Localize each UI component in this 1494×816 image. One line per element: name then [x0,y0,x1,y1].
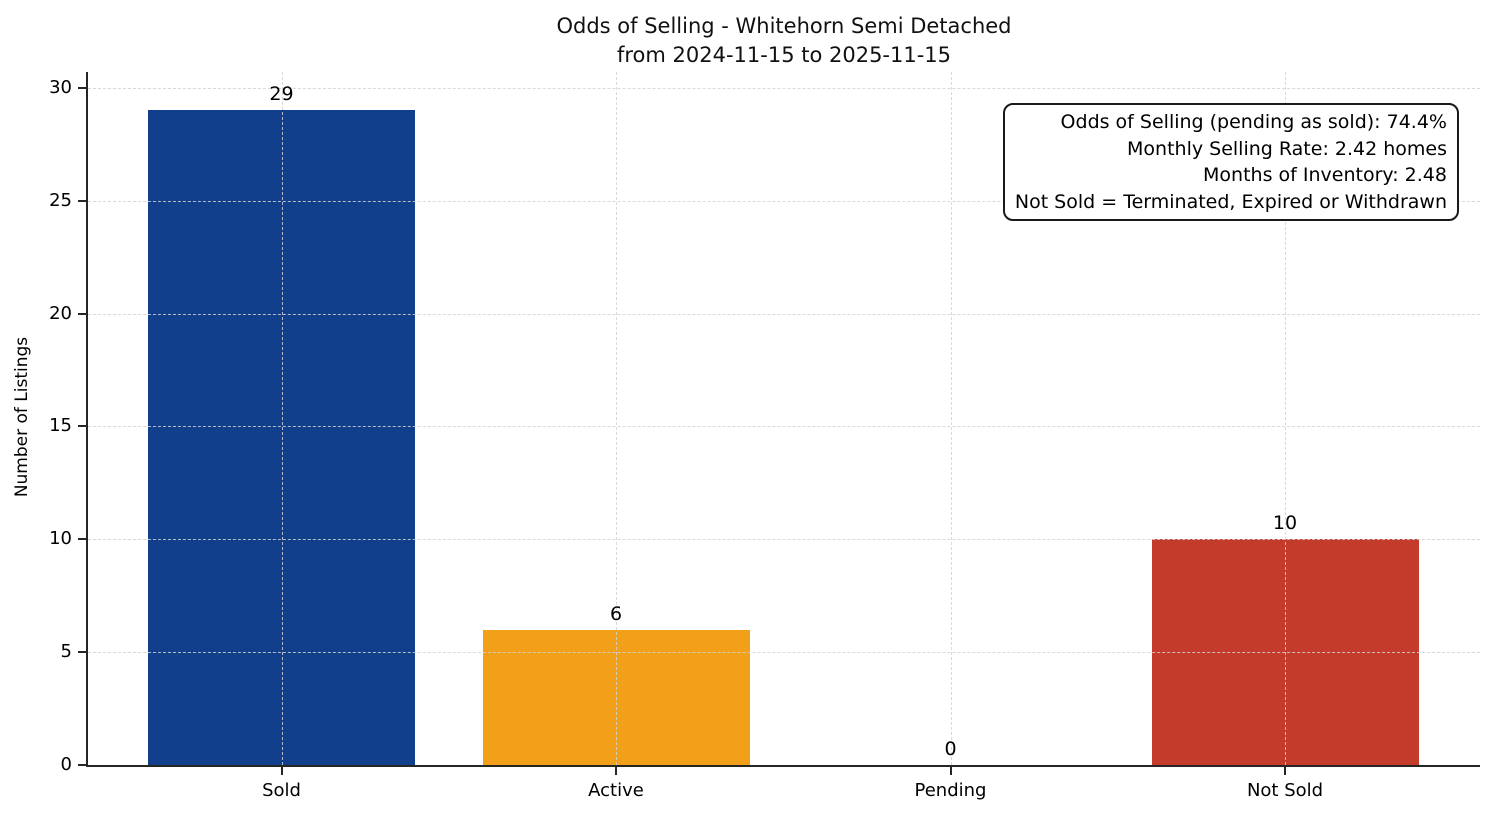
gridline-h [88,87,1480,89]
gridline-h [88,313,1480,315]
bar-value-label: 29 [269,83,294,106]
y-axis-spine [86,72,88,767]
x-tick-label: Active [588,780,644,801]
chart-title: Odds of Selling - Whitehorn Semi Detache… [88,12,1480,70]
gridline-v [616,72,617,765]
y-tick-mark [78,651,86,654]
y-tick-label: 25 [49,189,72,211]
gridline-v [950,72,952,765]
y-tick-label: 20 [49,302,72,324]
y-tick-label: 0 [60,754,72,775]
gridline-h [88,426,1480,428]
gridline-h [88,200,1480,202]
annotation-months-of-inventory: Months of Inventory: 2.48 [1203,164,1447,186]
y-tick-label: 5 [60,641,72,663]
x-tick-mark [280,767,283,775]
bar-value-label: 10 [1272,512,1298,535]
bar-value-label: 0 [944,738,957,760]
gridline-v [281,72,283,765]
x-tick-label: Pending [914,780,987,801]
y-tick-mark [78,86,86,89]
y-tick-mark [78,199,86,202]
x-tick-mark [615,767,617,775]
bar-value-label: 6 [609,602,623,625]
y-tick-mark [78,425,86,428]
y-tick-label: 30 [49,76,72,98]
y-tick-label: 15 [49,415,72,437]
x-axis-spine [86,765,1480,767]
x-tick-mark [1284,767,1286,775]
annotation-odds-of-selling: Odds of Selling (pending as sold): 74.4% [1060,111,1447,133]
y-tick-mark [78,764,86,766]
annotation-monthly-selling-rate: Monthly Selling Rate: 2.42 homes [1127,137,1447,160]
gridline-v [1285,72,1286,765]
plot-area: 0 5 10 15 20 25 30 29 Sold 6 Active 0 Pending 10 Not S… [49,72,1480,801]
annotation-box: Odds of Selling (pending as sold): 74.4%… [1002,103,1459,221]
x-tick-label: Sold [262,780,301,801]
gridline-h [88,539,1480,541]
y-tick-mark [78,312,86,315]
y-tick-label: 10 [49,528,72,550]
y-tick-mark [78,538,86,541]
chart-title-line2: from 2024-11-15 to 2025-11-15 [616,43,952,67]
gridline-h [88,652,1480,654]
x-tick-mark [949,767,952,775]
x-tick-label: Not Sold [1246,780,1324,801]
annotation-not-sold-definition: Not Sold = Terminated, Expired or Withdr… [1014,190,1447,213]
chart-title-line1: Odds of Selling - Whitehorn Semi Detache… [556,14,1012,38]
